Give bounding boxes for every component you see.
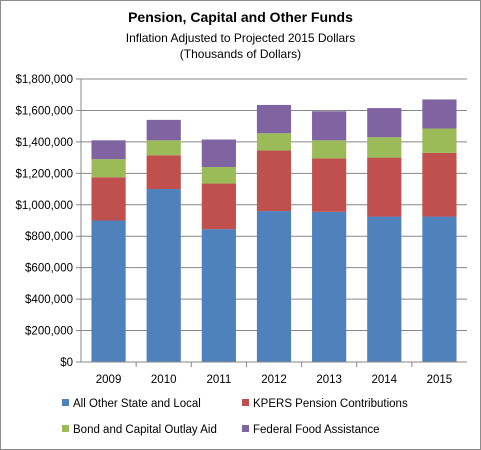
chart-subtitle-line-2: (Thousands of Dollars) xyxy=(179,47,302,61)
x-tick-label: 2010 xyxy=(151,374,177,386)
bar-segment-2009-series-4 xyxy=(91,140,126,160)
x-tick-label: 2014 xyxy=(371,374,397,386)
bar-segment-2009-series-1 xyxy=(91,220,126,362)
bar-segment-2012-series-4 xyxy=(256,104,292,134)
x-tick-labels: 2009 2010 2011 2012 2013 2014 2015 xyxy=(96,374,452,386)
bar-segment-2015-series-3 xyxy=(422,128,457,153)
bar-segment-2011-series-1 xyxy=(201,229,236,362)
bar-segment-2013-series-2 xyxy=(312,158,347,212)
y-tick-label: $1,800,000 xyxy=(15,74,73,86)
x-tick-label: 2015 xyxy=(427,374,453,386)
y-tick-label: $800,000 xyxy=(25,231,73,243)
legend-label: All Other State and Local xyxy=(73,398,201,410)
chart-title: Pension, Capital and Other Funds xyxy=(128,9,353,25)
x-tick-label: 2013 xyxy=(316,374,342,386)
y-tick-label: $1,400,000 xyxy=(15,137,73,149)
chart-subtitle-line-1: Inflation Adjusted to Projected 2015 Dol… xyxy=(125,31,356,45)
y-tick-label: $600,000 xyxy=(25,263,73,275)
x-tick-label: 2011 xyxy=(206,374,231,386)
bar-segment-2010-series-2 xyxy=(146,155,181,190)
bar-segment-2015-series-2 xyxy=(422,152,457,217)
bar-segment-2012-series-3 xyxy=(256,133,292,151)
y-tick-labels: $0 $200,000 $400,000 $600,000 $800,000 $1,000… xyxy=(15,74,73,369)
legend-item: All Other State and Local xyxy=(62,398,201,410)
bars xyxy=(91,99,457,362)
bar-segment-2014-series-1 xyxy=(367,216,402,362)
bar-segment-2015-series-1 xyxy=(422,216,457,362)
axes xyxy=(80,79,467,363)
bar-segment-2015-series-4 xyxy=(422,99,457,129)
legend-label: KPERS Pension Contributions xyxy=(253,398,408,410)
y-tick-label: $1,000,000 xyxy=(15,200,73,212)
bar-segment-2010-series-4 xyxy=(146,119,181,141)
bar-segment-2013-series-3 xyxy=(312,140,347,159)
bar-segment-2012-series-2 xyxy=(256,150,292,212)
bar-segment-2011-series-2 xyxy=(201,183,236,230)
y-tick-label: $1,600,000 xyxy=(15,105,73,117)
y-tick-label: $0 xyxy=(60,357,73,369)
bar-segment-2011-series-4 xyxy=(201,139,236,168)
legend-swatch xyxy=(242,399,249,406)
bar-segment-2009-series-2 xyxy=(91,177,126,221)
legend-swatch xyxy=(62,399,69,406)
x-tick-label: 2012 xyxy=(261,374,287,386)
legend-item: Federal Food Assistance xyxy=(242,424,380,436)
bar-segment-2014-series-3 xyxy=(367,137,402,158)
bar-segment-2011-series-3 xyxy=(201,167,236,184)
legend-label: Bond and Capital Outlay Aid xyxy=(73,424,217,436)
bar-segment-2013-series-4 xyxy=(312,111,347,141)
bar-segment-2014-series-4 xyxy=(367,108,402,138)
legend-label: Federal Food Assistance xyxy=(253,424,380,436)
bar-segment-2012-series-1 xyxy=(256,211,292,362)
bar-segment-2010-series-1 xyxy=(146,189,181,362)
legend-swatch xyxy=(242,425,249,432)
y-tick-label: $200,000 xyxy=(25,326,73,338)
bar-segment-2009-series-3 xyxy=(91,159,126,178)
legend-swatch xyxy=(62,425,69,432)
bar-segment-2014-series-2 xyxy=(367,157,402,217)
legend-item: Bond and Capital Outlay Aid xyxy=(62,424,217,436)
y-tick-label: $400,000 xyxy=(25,294,73,306)
x-tick-label: 2009 xyxy=(96,374,122,386)
y-tick-label: $1,200,000 xyxy=(15,168,73,180)
legend-item: KPERS Pension Contributions xyxy=(242,398,408,410)
bar-segment-2010-series-3 xyxy=(146,140,181,156)
bar-segment-2013-series-1 xyxy=(312,211,347,362)
